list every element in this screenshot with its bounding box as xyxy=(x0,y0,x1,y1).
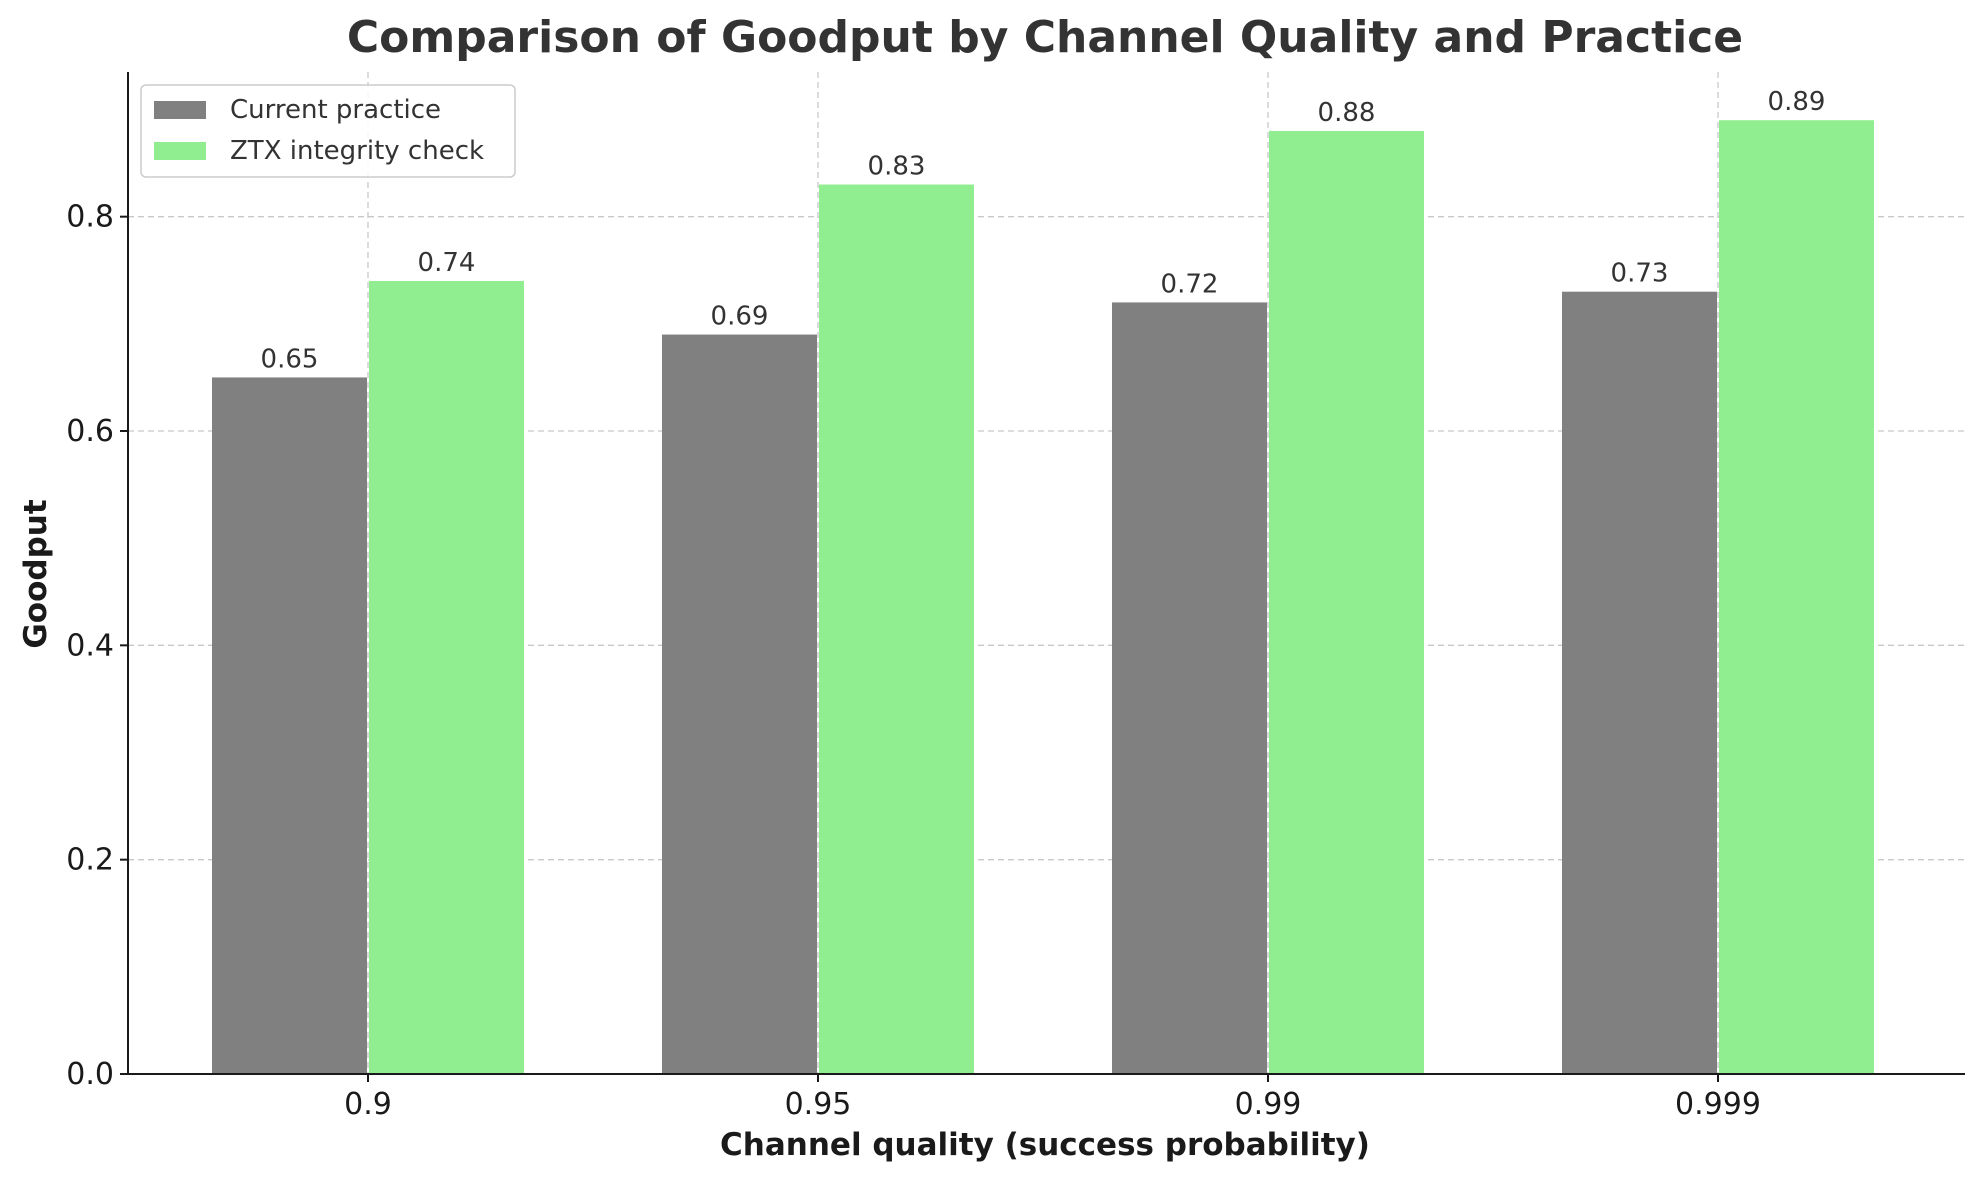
data-label: 0.69 xyxy=(711,302,769,332)
x-axis-label: Channel quality (success probability) xyxy=(720,1127,1370,1163)
data-label: 0.88 xyxy=(1318,98,1376,128)
x-tick-label: 0.99 xyxy=(1235,1087,1302,1122)
data-label: 0.72 xyxy=(1161,269,1219,299)
y-tick-label: 0.8 xyxy=(66,200,114,235)
labels-layer: 0.65 0.74 0.69 0.83 0.72 0.88 0.73 0.89 xyxy=(261,87,1826,374)
data-label: 0.83 xyxy=(868,152,926,182)
bar-current-practice-0.999 xyxy=(1562,291,1717,1075)
legend-swatch-current-practice xyxy=(154,101,206,119)
bar-ztx-integrity-check-0.95 xyxy=(819,184,974,1075)
y-tick-label: 0.0 xyxy=(66,1057,114,1092)
data-label: 0.74 xyxy=(418,248,476,278)
x-tick-label: 0.999 xyxy=(1675,1087,1761,1122)
bar-current-practice-0.95 xyxy=(662,334,817,1074)
data-label: 0.73 xyxy=(1611,259,1669,289)
legend-box xyxy=(140,84,516,178)
y-axis-label: Goodput xyxy=(18,499,54,648)
legend-label-current-practice: Current practice xyxy=(230,95,441,125)
bar-ztx-integrity-check-0.9 xyxy=(369,280,524,1074)
y-axis-ticks: 0.0 0.2 0.4 0.6 0.8 xyxy=(66,200,128,1092)
data-label: 0.89 xyxy=(1768,87,1826,117)
chart-title: Comparison of Goodput by Channel Quality… xyxy=(347,12,1743,63)
bar-current-practice-0.99 xyxy=(1112,302,1267,1075)
bars-layer xyxy=(212,120,1874,1075)
data-label: 0.65 xyxy=(261,344,319,374)
bar-ztx-integrity-check-0.99 xyxy=(1269,130,1424,1075)
bar-ztx-integrity-check-0.999 xyxy=(1719,120,1874,1074)
x-tick-label: 0.9 xyxy=(344,1087,392,1122)
y-tick-label: 0.6 xyxy=(66,414,114,449)
y-tick-label: 0.2 xyxy=(66,843,114,878)
legend-swatch-ztx-integrity-check xyxy=(154,142,206,160)
x-tick-label: 0.95 xyxy=(785,1087,852,1122)
bar-current-practice-0.9 xyxy=(212,377,367,1074)
legend: Current practice ZTX integrity check xyxy=(140,84,516,178)
y-tick-label: 0.4 xyxy=(66,628,114,663)
x-axis-ticks: 0.9 0.95 0.99 0.999 xyxy=(344,1074,1761,1122)
legend-label-ztx-integrity-check: ZTX integrity check xyxy=(230,136,484,166)
